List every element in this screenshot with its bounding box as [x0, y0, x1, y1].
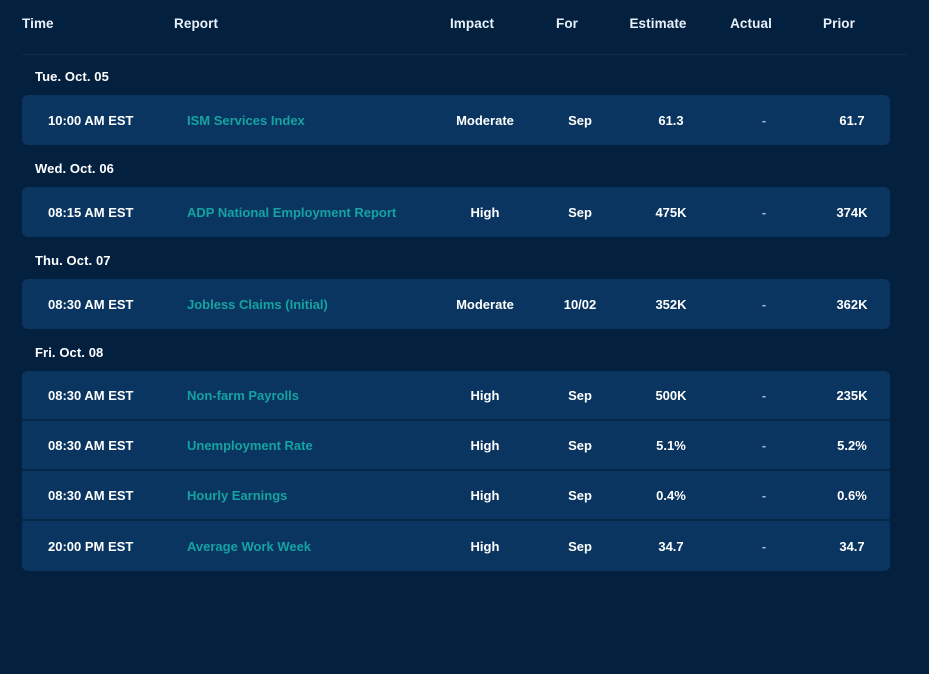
day-group: Fri. Oct. 08 08:30 AM EST Non-farm Payroll…: [0, 331, 929, 571]
event-estimate: 5.1%: [656, 437, 686, 453]
event-estimate: 352K: [655, 296, 687, 312]
event-actual: -: [761, 112, 767, 128]
day-groups: Tue. Oct. 05 10:00 AM EST ISM Services Ind…: [0, 55, 929, 571]
event-time: 08:30 AM EST: [48, 437, 134, 453]
day-group: Thu. Oct. 07 08:30 AM EST Jobless Claims (…: [0, 239, 929, 329]
event-time: 10:00 AM EST: [48, 112, 134, 128]
day-label: Tue. Oct. 05: [35, 69, 109, 84]
day-label: Thu. Oct. 07: [35, 253, 111, 268]
event-impact: High: [470, 437, 500, 453]
table-header: Time Report Impact For Estimate Actual P…: [0, 0, 929, 46]
event-time: 20:00 PM EST: [48, 538, 134, 554]
table-row[interactable]: 08:30 AM EST Unemployment Rate High Sep 5.1%…: [22, 421, 890, 471]
table-row[interactable]: 10:00 AM EST ISM Services Index Moderate Se…: [22, 95, 890, 145]
column-header-for[interactable]: For: [555, 15, 579, 31]
event-estimate: 475K: [655, 204, 687, 220]
event-time: 08:30 AM EST: [48, 487, 134, 503]
day-group: Wed. Oct. 06 08:15 AM EST ADP National Emp…: [0, 147, 929, 237]
event-prior: 0.6%: [837, 487, 867, 503]
column-header-impact[interactable]: Impact: [449, 15, 495, 31]
event-estimate: 34.7: [658, 538, 684, 554]
column-header-report[interactable]: Report: [174, 15, 219, 31]
event-for: Sep: [568, 204, 592, 220]
event-report-link[interactable]: Hourly Earnings: [187, 487, 288, 503]
event-prior: 5.2%: [837, 437, 867, 453]
event-actual: -: [761, 296, 767, 312]
event-impact: Moderate: [456, 296, 514, 312]
event-for: Sep: [568, 112, 592, 128]
event-time: 08:30 AM EST: [48, 387, 134, 403]
event-actual: -: [761, 387, 767, 403]
header-divider: [22, 54, 907, 55]
table-row[interactable]: 08:30 AM EST Hourly Earnings High Sep 0.4% - 0…: [22, 471, 890, 521]
day-label: Wed. Oct. 06: [35, 161, 114, 176]
event-estimate: 61.3: [658, 112, 684, 128]
day-card: 08:15 AM EST ADP National Employment Repo…: [22, 187, 890, 237]
event-impact: High: [470, 538, 500, 554]
event-prior: 235K: [836, 387, 868, 403]
day-card: 08:30 AM EST Jobless Claims (Initial) Mode…: [22, 279, 890, 329]
event-actual: -: [761, 437, 767, 453]
event-time: 08:30 AM EST: [48, 296, 134, 312]
day-card: 08:30 AM EST Non-farm Payrolls High Sep 500K…: [22, 371, 890, 571]
event-actual: -: [761, 538, 767, 554]
table-row[interactable]: 08:30 AM EST Jobless Claims (Initial) Mode…: [22, 279, 890, 329]
event-for: Sep: [568, 538, 592, 554]
event-prior: 61.7: [839, 112, 865, 128]
day-label: Fri. Oct. 08: [35, 345, 104, 360]
event-impact: High: [470, 387, 500, 403]
event-impact: High: [470, 204, 500, 220]
event-report-link[interactable]: Jobless Claims (Initial): [187, 296, 328, 312]
event-estimate: 500K: [655, 387, 687, 403]
event-report-link[interactable]: Non-farm Payrolls: [187, 387, 299, 403]
table-row[interactable]: 20:00 PM EST Average Work Week High Sep 34.7…: [22, 521, 890, 571]
event-for: Sep: [568, 387, 592, 403]
event-actual: -: [761, 204, 767, 220]
event-report-link[interactable]: ISM Services Index: [187, 112, 305, 128]
event-impact: Moderate: [456, 112, 514, 128]
day-card: 10:00 AM EST ISM Services Index Moderate Se…: [22, 95, 890, 145]
event-report-link[interactable]: Unemployment Rate: [187, 437, 313, 453]
event-prior: 34.7: [839, 538, 865, 554]
event-for: Sep: [568, 437, 592, 453]
column-header-prior[interactable]: Prior: [822, 15, 855, 31]
event-prior: 374K: [836, 204, 868, 220]
event-time: 08:15 AM EST: [48, 204, 134, 220]
day-group: Tue. Oct. 05 10:00 AM EST ISM Services Ind…: [0, 55, 929, 145]
table-row[interactable]: 08:30 AM EST Non-farm Payrolls High Sep 500K…: [22, 371, 890, 421]
event-estimate: 0.4%: [656, 487, 686, 503]
table-row[interactable]: 08:15 AM EST ADP National Employment Repo…: [22, 187, 890, 237]
event-report-link[interactable]: ADP National Employment Report: [187, 204, 397, 220]
column-header-time[interactable]: Time: [22, 15, 54, 31]
event-actual: -: [761, 487, 767, 503]
event-for: Sep: [568, 487, 592, 503]
event-prior: 362K: [836, 296, 868, 312]
column-header-actual[interactable]: Actual: [730, 15, 772, 31]
column-header-estimate[interactable]: Estimate: [629, 15, 687, 31]
event-report-link[interactable]: Average Work Week: [187, 538, 312, 554]
event-impact: High: [470, 487, 500, 503]
event-for: 10/02: [563, 296, 597, 312]
